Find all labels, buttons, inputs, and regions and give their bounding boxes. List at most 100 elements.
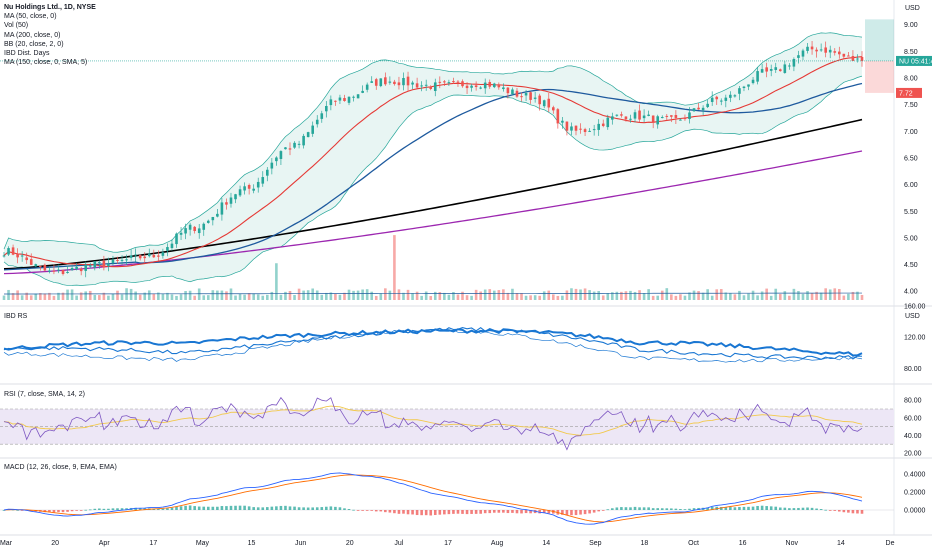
candle-body	[352, 96, 355, 98]
candle-body	[670, 115, 673, 117]
candle-body	[157, 255, 160, 257]
volume-bar	[729, 293, 732, 300]
macd-histogram-bar	[225, 506, 228, 510]
currency-label[interactable]: USD	[902, 4, 923, 13]
candle-body	[456, 81, 460, 83]
volume-bar	[692, 290, 696, 300]
legend-ma50[interactable]: MA (50, close, 0)	[4, 13, 57, 21]
volume-bar	[424, 291, 428, 300]
volume-bar	[810, 293, 814, 300]
macd-histogram-bar	[606, 509, 610, 511]
legend-ma150[interactable]: MA (150, close, 0, SMA, 5)	[4, 59, 88, 67]
candle-body	[506, 87, 510, 94]
macd-histogram-bar	[157, 508, 160, 510]
macd-histogram-bar	[197, 506, 201, 510]
candle-body	[48, 270, 51, 272]
macd-histogram-bar	[697, 507, 700, 510]
candle-body	[561, 120, 564, 123]
rs-panel-title[interactable]: IBD RS	[4, 313, 28, 320]
volume-bar	[170, 294, 174, 300]
legend-ibd-dist[interactable]: IBD Dist. Days	[4, 49, 50, 57]
candle-body	[515, 90, 519, 97]
macd-histogram-bar	[565, 510, 569, 516]
volume-bar	[397, 289, 401, 300]
candle-body	[778, 69, 782, 72]
candle-body	[483, 82, 487, 89]
macd-histogram-bar	[88, 509, 92, 511]
candle-body	[801, 50, 805, 57]
price-tick-label: 7.00	[904, 129, 918, 136]
volume-bar	[511, 288, 514, 300]
candle-body	[347, 96, 351, 103]
macd-histogram-bar	[515, 510, 519, 514]
rsi-panel-title[interactable]: RSI (7, close, SMA, 14, 2)	[4, 391, 85, 398]
macd-histogram-bar	[665, 508, 669, 510]
candle-body	[642, 115, 646, 119]
axes: 9.00 8.50 8.00 7.50 7.00 6.50 6.00 5.50 5.00 4.50…	[0, 22, 932, 547]
macd-histogram-bar	[819, 509, 823, 510]
rs-currency-label[interactable]: USD	[902, 312, 923, 321]
volume-bar	[828, 289, 832, 300]
macd-histogram-bar	[461, 510, 464, 514]
macd-histogram-bar	[175, 506, 178, 510]
macd-histogram-bar	[783, 507, 787, 510]
macd-histogram-bar	[402, 510, 405, 514]
stop-price-label: 7.72	[899, 90, 913, 97]
candle-body	[370, 81, 374, 83]
macd-histogram-bar	[238, 505, 242, 510]
volume-bar	[824, 288, 827, 300]
candle-body	[542, 100, 546, 107]
candle-body	[520, 96, 523, 98]
candle-body	[502, 87, 505, 90]
candle-body	[93, 261, 97, 268]
ma150-line	[3, 118, 863, 270]
volume-bar	[461, 291, 464, 300]
macd-histogram-bar	[597, 510, 600, 512]
macd-histogram-bar	[107, 508, 110, 510]
volume-bar	[202, 295, 206, 300]
candle-body	[729, 94, 732, 98]
volume-bar	[438, 292, 442, 300]
macd-histogram-bar	[166, 508, 169, 510]
volume-bar	[488, 289, 492, 300]
legend-bb[interactable]: BB (20, close, 2, 0)	[4, 40, 64, 48]
candle-body	[229, 197, 233, 204]
macd-histogram-bar	[306, 507, 310, 510]
volume-bar	[297, 288, 301, 300]
candle-body	[179, 232, 183, 235]
volume-bar	[2, 295, 6, 300]
candle-body	[197, 228, 201, 234]
volume-bar	[520, 293, 523, 300]
volume-bar	[788, 295, 791, 300]
macd-histogram-bar	[615, 507, 619, 510]
volume-bar	[134, 291, 137, 300]
macd-panel-title[interactable]: MACD (12, 26, close, 9, EMA, EMA)	[4, 464, 117, 471]
volume-bar	[470, 295, 473, 300]
candle-body	[524, 93, 528, 96]
macd-histogram-bar	[116, 508, 119, 510]
volume-bar	[402, 292, 405, 300]
candle-body	[838, 51, 841, 55]
candle-body	[815, 49, 818, 52]
candle-body	[256, 181, 260, 188]
candle-body	[665, 115, 669, 117]
candle-body	[424, 84, 428, 86]
volume-bar	[166, 292, 169, 300]
price-tick-label: 5.50	[904, 209, 918, 216]
legend-vol[interactable]: Vol (50)	[4, 22, 29, 30]
volume-bar	[515, 293, 519, 300]
macd-histogram-bar	[352, 509, 355, 511]
volume-bar	[620, 291, 623, 300]
candle-body	[710, 97, 714, 102]
legend-ma200[interactable]: MA (200, close, 0)	[4, 31, 61, 39]
macd-histogram-bar	[16, 509, 19, 511]
volume-bar	[420, 295, 423, 300]
macd-histogram-bar	[161, 508, 165, 510]
candle-body	[570, 126, 573, 131]
candle-body	[261, 177, 265, 184]
volume-bar	[211, 290, 215, 300]
symbol-title[interactable]: Nu Holdings Ltd., 1D, NYSE	[4, 4, 96, 11]
price-tick-label: 6.50	[904, 155, 918, 162]
macd-histogram-bar	[765, 506, 768, 510]
volume-bar	[61, 292, 65, 300]
